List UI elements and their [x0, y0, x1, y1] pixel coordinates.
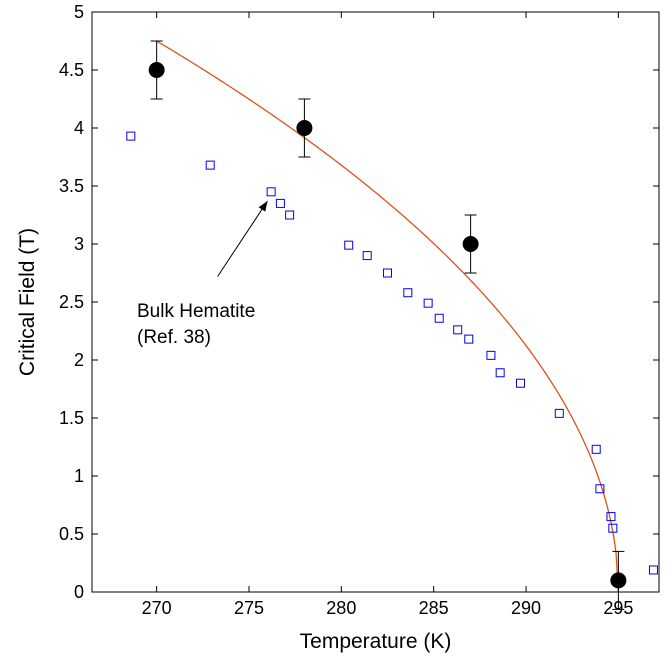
x-tick-label: 280 — [326, 598, 356, 618]
bulk-point — [486, 350, 496, 360]
y-tick-label: 4.5 — [59, 60, 84, 80]
bulk-point — [126, 131, 136, 141]
bulk-point — [464, 334, 474, 344]
bulk-point — [595, 484, 605, 494]
y-tick-label: 5 — [74, 2, 84, 22]
y-tick-label: 0 — [74, 582, 84, 602]
bulk-point — [554, 408, 564, 418]
annotation-group: Bulk Hematite (Ref. 38) — [137, 200, 268, 348]
bulk-point — [266, 187, 276, 197]
bulk-point — [495, 368, 505, 378]
y-axis-label: Critical Field (T) — [16, 228, 39, 376]
bulk-points-group — [126, 131, 658, 575]
ticks — [92, 11, 659, 593]
y-tick-label: 0.5 — [59, 524, 84, 544]
bulk-point — [515, 378, 525, 388]
bulk-point — [275, 198, 285, 208]
x-tick-label: 270 — [142, 598, 172, 618]
x-tick-label: 275 — [234, 598, 264, 618]
bulk-point — [434, 313, 444, 323]
x-tick-label: 290 — [511, 598, 541, 618]
bulk-point — [362, 251, 372, 261]
sample-point — [462, 236, 479, 252]
bulk-point — [205, 160, 215, 170]
bulk-point — [453, 325, 463, 335]
annotation-arrow-line — [217, 200, 268, 277]
annotation-text-line: Bulk Hematite — [137, 301, 255, 322]
y-tick-label: 1.5 — [59, 408, 84, 428]
bulk-point — [591, 444, 601, 454]
sample-point — [148, 62, 165, 78]
annotation-text-line: (Ref. 38) — [137, 327, 211, 348]
y-tick-label: 2.5 — [59, 292, 84, 312]
bulk-point — [606, 512, 616, 522]
bulk-point — [383, 268, 393, 278]
sample-points-group — [148, 40, 627, 610]
sample-point — [610, 572, 627, 589]
fit-curve-group — [156, 40, 620, 593]
y-tick-label: 2 — [74, 350, 84, 370]
bulk-point — [423, 298, 433, 308]
fit-curve — [156, 40, 620, 593]
y-tick-label: 3.5 — [59, 176, 84, 196]
x-tick-label: 285 — [419, 598, 449, 618]
bulk-point — [648, 565, 658, 575]
y-tick-label: 1 — [74, 466, 84, 486]
x-axis-label: Temperature (K) — [300, 630, 452, 653]
bulk-point — [403, 288, 413, 298]
sample-point — [296, 120, 313, 136]
annotation-arrowhead — [258, 201, 268, 212]
y-tick-label: 4 — [74, 118, 84, 138]
bulk-point — [285, 210, 295, 220]
y-tick-label: 3 — [74, 234, 84, 254]
bulk-point — [608, 523, 618, 533]
bulk-point — [344, 240, 354, 250]
